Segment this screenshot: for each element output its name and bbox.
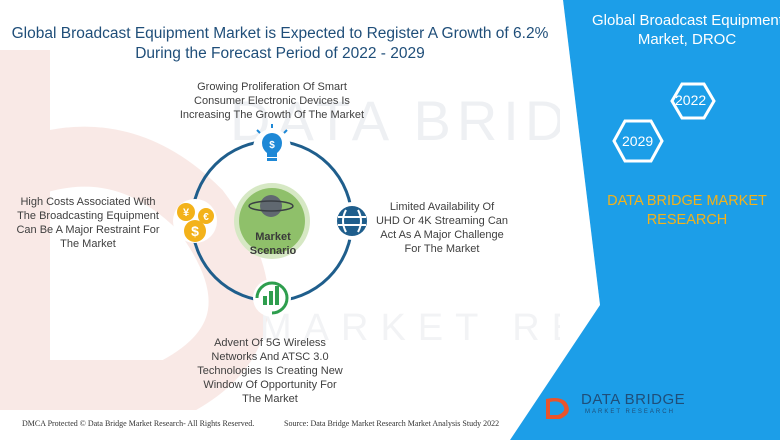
globe-icon [333, 202, 371, 240]
title-line-2: During the Forecast Period of 2022 - 202… [135, 45, 425, 62]
logo-name: DATA BRIDGE [581, 391, 686, 408]
svg-text:€: € [203, 212, 209, 223]
currency-coins-icon: ¥ € $ [173, 199, 217, 243]
hex-year-bottom: 2029 [622, 133, 654, 149]
restraint-text-line: High Costs Associated With [20, 196, 156, 208]
brand-line-1: DATA BRIDGE MARKET [607, 193, 767, 209]
driver-text-top-line: Growing Proliferation Of Smart [197, 81, 347, 93]
center-label-line-1: Market [255, 231, 291, 243]
opportunity-text-bottom: Advent Of 5G Wireless Networks And ATSC … [190, 336, 350, 406]
driver-text-top: Growing Proliferation Of Smart Consumer … [172, 80, 372, 122]
title-line-1: Global Broadcast Equipment Market is Exp… [11, 25, 549, 42]
opportunity-text-line: The Market [242, 393, 298, 405]
brand-line-2: RESEARCH [646, 212, 728, 228]
driver-text-top-line: Consumer Electronic Devices Is [194, 95, 350, 107]
driver-text-top-line: Increasing The Growth Of The Market [179, 109, 365, 121]
challenge-text-line: For The Market [404, 243, 480, 255]
logo-sub: MARKET RESEARCH [585, 409, 675, 415]
restraint-text-line: Can Be A Major Restraint For [16, 224, 160, 236]
side-panel-brand: DATA BRIDGE MARKET RESEARCH [592, 192, 780, 230]
planet-icon [248, 195, 294, 217]
side-panel-title: Global Broadcast Equipment Market, DROC [592, 11, 780, 49]
svg-text:$: $ [269, 140, 275, 151]
growth-chart-icon [253, 279, 291, 317]
opportunity-text-line: Networks And ATSC 3.0 [211, 351, 329, 363]
lightbulb-dollar-icon: $ [253, 124, 291, 167]
challenge-text-line: Act As A Major Challenge [380, 229, 504, 241]
challenge-text-right: Limited Availability Of UHD Or 4K Stream… [372, 200, 512, 256]
center-label-line-2: Scenario [249, 245, 297, 257]
page-title: Global Broadcast Equipment Market is Exp… [10, 24, 550, 64]
side-panel-title-line-1: Global Broadcast Equipment [592, 12, 780, 29]
challenge-text-line: Limited Availability Of [389, 201, 495, 213]
hex-year-top: 2022 [675, 92, 707, 108]
svg-text:$: $ [191, 223, 199, 239]
footer-copyright: DMCA Protected © Data Bridge Market Rese… [22, 419, 255, 428]
opportunity-text-line: Window Of Opportunity For [203, 379, 337, 391]
data-bridge-logo [546, 389, 569, 419]
challenge-text-line: UHD Or 4K Streaming Can [375, 215, 509, 227]
opportunity-text-line: Advent Of 5G Wireless [214, 337, 326, 349]
restraint-text-left: High Costs Associated With The Broadcast… [8, 195, 168, 251]
side-panel-title-line-2: Market, DROC [637, 31, 737, 48]
center-label: Market Scenario [238, 230, 308, 258]
footer-source: Source: Data Bridge Market Research Mark… [284, 419, 500, 428]
svg-text:¥: ¥ [183, 207, 190, 219]
opportunity-text-line: Technologies Is Creating New [197, 365, 343, 377]
restraint-text-line: The Market [60, 238, 116, 250]
restraint-text-line: The Broadcasting Equipment [17, 210, 159, 222]
center-circle [239, 188, 305, 254]
